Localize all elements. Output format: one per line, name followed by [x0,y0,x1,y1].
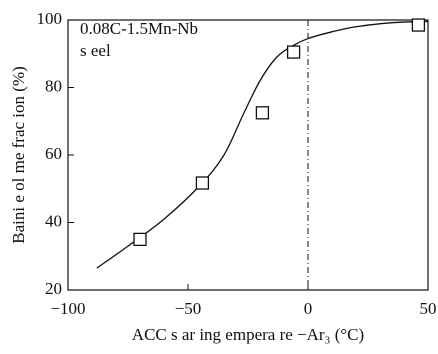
data-point [195,176,210,190]
x-tick-label: −50 [175,299,202,318]
y-axis-label: Baini e ol me frac ion (%) [9,66,28,244]
plot-frame [67,19,429,291]
data-point [133,232,147,247]
y-tick-label: 40 [45,211,62,230]
data-point [255,106,270,120]
y-tick-label: 100 [37,9,63,28]
x-tick-label: 0 [304,299,313,318]
y-tick-label: 60 [45,144,62,163]
x-tick-label: 50 [420,299,437,318]
data-point [286,45,301,59]
annotation: 0.08C-1.5Mn-Nb [80,19,198,38]
x-tick-label: −100 [50,299,85,318]
x-axis-label: ACC s ar ing empera re −Ar₃ (°C) [132,325,364,344]
y-tick-label: 80 [45,76,62,95]
annotation: s eel [80,41,111,60]
data-point [411,18,426,32]
fit-curve [96,20,429,269]
y-tick-label: 20 [45,279,62,298]
